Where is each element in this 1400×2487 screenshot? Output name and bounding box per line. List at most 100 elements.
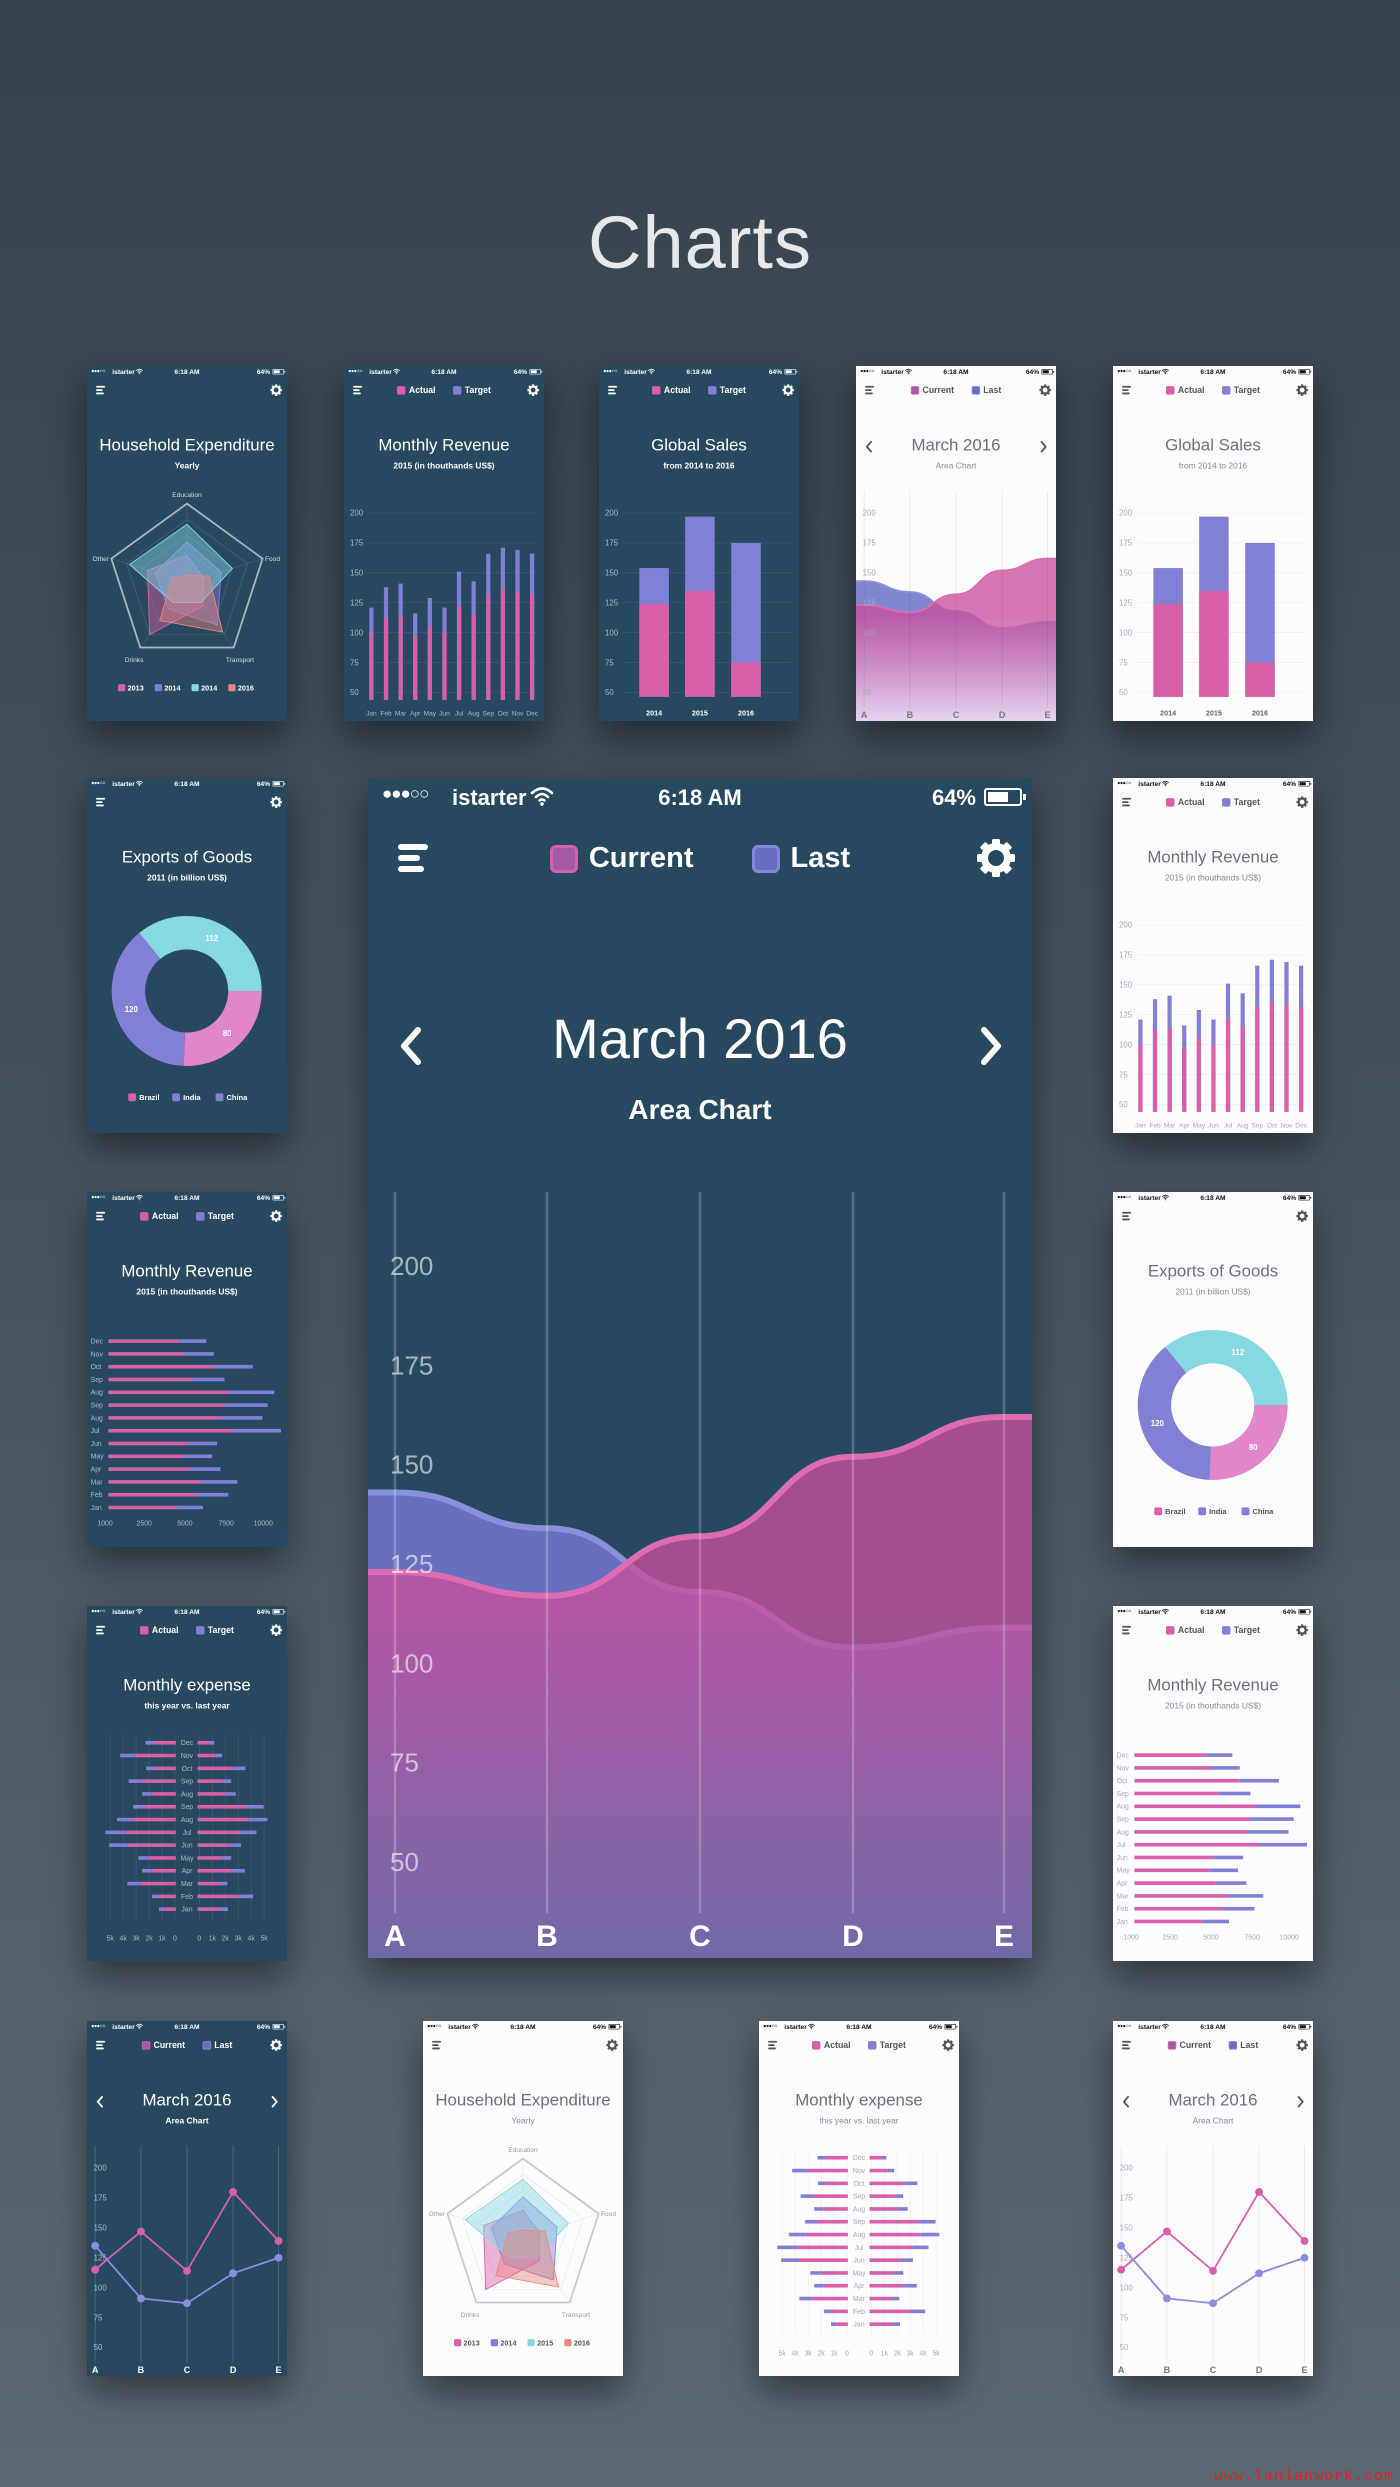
prev-month-chevron [401,1027,421,1065]
legend-item-current[interactable]: Current [141,2040,185,2050]
legend-item-target[interactable]: Target [196,1211,234,1221]
area-current [368,1417,1032,1958]
legend-item-current[interactable]: Current [549,842,694,875]
carrier-name: istarter [1138,780,1161,788]
legend-item-actual[interactable]: Actual [140,1625,179,1635]
legend-item-target[interactable]: Target [1222,1625,1260,1635]
legend-item-target[interactable]: Target [453,385,491,395]
menu-button[interactable] [432,2040,442,2050]
gear-icon[interactable] [606,2039,618,2051]
legend-item-target[interactable]: Target [196,1625,234,1635]
menu-button[interactable] [398,844,432,874]
gear-icon[interactable] [270,796,282,808]
legend-item-last[interactable]: Last [971,385,1001,395]
bar-right-actual [197,1740,210,1745]
menu-button[interactable] [96,1211,106,1221]
menu-button[interactable] [96,2040,106,2050]
category-label: Jun [181,1843,192,1850]
menu-button[interactable] [96,385,106,395]
menu-button[interactable] [96,797,106,807]
menu-button[interactable] [865,385,875,395]
gear-icon[interactable] [782,384,794,396]
chevron-right-icon[interactable] [270,2095,279,2108]
legend-item-target[interactable]: Target [868,2040,906,2050]
gear-icon[interactable] [942,2039,954,2051]
bar-actual [1134,1804,1256,1809]
bar-actual [1153,603,1183,697]
battery-percent: 64% [256,1194,271,1202]
legend-item-target[interactable]: Target [1222,797,1260,807]
prev-month-chevron [96,2095,103,2108]
chart-subtitle: Area Chart [165,2116,209,2126]
chevron-left-icon[interactable] [396,1026,426,1066]
gear-icon[interactable] [1296,384,1308,396]
category-label: Dec [91,1339,104,1346]
gear-icon[interactable] [1296,1210,1308,1222]
gear-icon[interactable] [270,384,282,396]
bar-actual [442,632,447,700]
battery-percent: 64% [1282,1194,1297,1202]
bar-left-actual [825,2155,848,2160]
battery-icon [1041,369,1055,375]
y-tick-label: 100 [1120,2283,1134,2292]
chevron-right-icon[interactable] [1039,440,1048,453]
chevron-left-icon[interactable] [95,2095,104,2108]
bar-target [224,1403,268,1407]
chevron-right-icon[interactable] [976,1026,1006,1066]
chevron-right-icon[interactable] [1296,2095,1305,2108]
legend-item-target[interactable]: Target [1222,385,1260,395]
y-tick-label: 100 [1119,1040,1133,1049]
menu-button[interactable] [96,1625,106,1635]
gear-icon[interactable] [1296,2039,1308,2051]
gear-icon[interactable] [270,2039,282,2051]
legend-item-actual[interactable]: Actual [140,1211,179,1221]
category-label: Jul [183,1830,192,1837]
bar-target [1218,1791,1251,1796]
chevron-left-icon[interactable] [864,440,873,453]
menu-button[interactable] [353,385,363,395]
legend-item-actual[interactable]: Actual [1166,385,1205,395]
legend-swatch [1241,1507,1250,1516]
legend-item-actual[interactable]: Actual [812,2040,851,2050]
menu-button[interactable] [768,2040,778,2050]
menu-button[interactable] [1122,797,1132,807]
legend-item-actual[interactable]: Actual [1166,797,1205,807]
legend-item-actual[interactable]: Actual [397,385,436,395]
category-label: Jan [91,1505,102,1512]
legend-item-last[interactable]: Last [202,2040,232,2050]
legend-item-actual[interactable]: Actual [652,385,691,395]
x-tick-label: A [92,2365,99,2375]
wifi-icon-arcs [136,1194,143,1200]
legend-item-current[interactable]: Current [1167,2040,1211,2050]
chevron-left-icon[interactable] [1121,2095,1130,2108]
legend-item-last[interactable]: Last [751,842,850,875]
bar-actual [1134,1766,1211,1770]
legend-item-current[interactable]: Current [910,385,954,395]
menu-button[interactable] [1122,385,1132,395]
gear-icon[interactable] [527,384,539,396]
category-label: Oct [1117,1778,1128,1785]
x-tick-label: 3k [907,2350,915,2357]
gear-icon[interactable] [1296,796,1308,808]
menu-button[interactable] [1122,1625,1132,1635]
menu-button[interactable] [1122,1211,1132,1221]
bar-actual [108,1428,234,1433]
gear-icon[interactable] [1039,384,1051,396]
x-tick-label: Feb [1149,1122,1161,1129]
legend-item-actual[interactable]: Actual [1166,1625,1205,1635]
gear-icon[interactable] [270,1624,282,1636]
legend-swatch [1222,386,1231,395]
gear-icon[interactable] [976,838,1016,878]
bar-right-target [240,1830,257,1835]
legend-item-target[interactable]: Target [708,385,746,395]
bar-right-actual [869,2219,919,2224]
x-tick-label: Oct [498,710,508,717]
gear-icon[interactable] [1296,1624,1308,1636]
legend-item-last[interactable]: Last [1228,2040,1258,2050]
gear-icon[interactable] [270,1210,282,1222]
y-tick-label: 125 [1119,1010,1133,1019]
menu-button[interactable] [608,385,618,395]
legend-label: Target [207,1211,234,1221]
battery-icon [1298,369,1312,375]
menu-button[interactable] [1122,2040,1132,2050]
